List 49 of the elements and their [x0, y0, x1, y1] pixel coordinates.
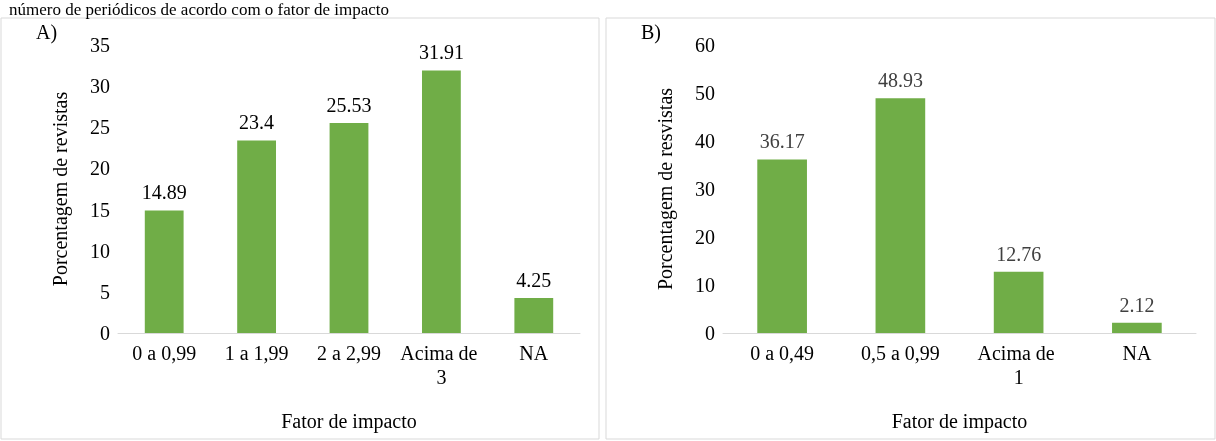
- y-tick-label: 20: [90, 157, 110, 180]
- data-label: 31.91: [418, 41, 464, 64]
- x-tick-label: 2 a 2,99: [317, 342, 381, 364]
- x-tick-label: NA: [519, 342, 549, 364]
- text: B): [641, 21, 661, 44]
- x-axis-title: Fator de impacto: [281, 410, 417, 433]
- bar: [422, 70, 461, 333]
- y-tick-label: 35: [90, 34, 110, 56]
- y-tick-label: 25: [90, 116, 110, 139]
- x-tick-label: NA: [1122, 342, 1152, 364]
- x-tick-label: 0,5 a 0,99: [860, 342, 940, 364]
- x-axis-title: Fator de impacto: [891, 410, 1028, 433]
- bar: [993, 271, 1044, 333]
- bar: [144, 210, 184, 333]
- y-tick-label: 30: [90, 75, 110, 98]
- data-label: 14.89: [141, 181, 187, 204]
- text: A): [36, 21, 58, 44]
- x-tick-label: Acima de 3: [400, 342, 483, 388]
- x-tick-label: 0 a 0,49: [750, 342, 815, 364]
- y-tick-label: 40: [695, 130, 715, 152]
- data-label: 12.76: [996, 242, 1042, 265]
- bar: [329, 122, 369, 333]
- y-tick-label: 10: [90, 239, 110, 262]
- data-label: 36.17: [759, 130, 805, 153]
- bar: [875, 98, 926, 333]
- bar: [514, 298, 554, 333]
- y-tick-label: 5: [100, 280, 110, 303]
- data-label: 4.25: [516, 269, 552, 292]
- y-tick-label: 50: [695, 82, 715, 104]
- bar: [757, 159, 807, 333]
- y-tick-label: 30: [695, 178, 715, 200]
- y-tick-label: 0: [705, 322, 715, 344]
- data-label: 25.53: [326, 93, 372, 116]
- data-label: 2.12: [1119, 293, 1155, 316]
- y-tick-label: 20: [695, 226, 715, 248]
- data-label: 23.4: [239, 111, 275, 134]
- y-tick-label: 10: [695, 274, 715, 296]
- bar: [237, 140, 276, 333]
- x-tick-label: 1 a 1,99: [224, 342, 289, 364]
- x-tick-label: Acima de 1: [977, 342, 1060, 388]
- y-tick-label: 60: [695, 34, 715, 56]
- bar: [1112, 322, 1162, 333]
- x-tick-label: 0 a 0,99: [132, 342, 197, 364]
- chart-title: número de periódicos de acordo com o fator de impacto: [9, 0, 390, 19]
- data-label: 48.93: [877, 69, 923, 92]
- y-tick-label: 0: [100, 322, 110, 344]
- y-axis-title: Porcentagem de resvistas: [654, 87, 677, 291]
- y-axis-title: Porcentagem de revistas: [49, 91, 72, 287]
- y-tick-label: 15: [90, 198, 110, 221]
